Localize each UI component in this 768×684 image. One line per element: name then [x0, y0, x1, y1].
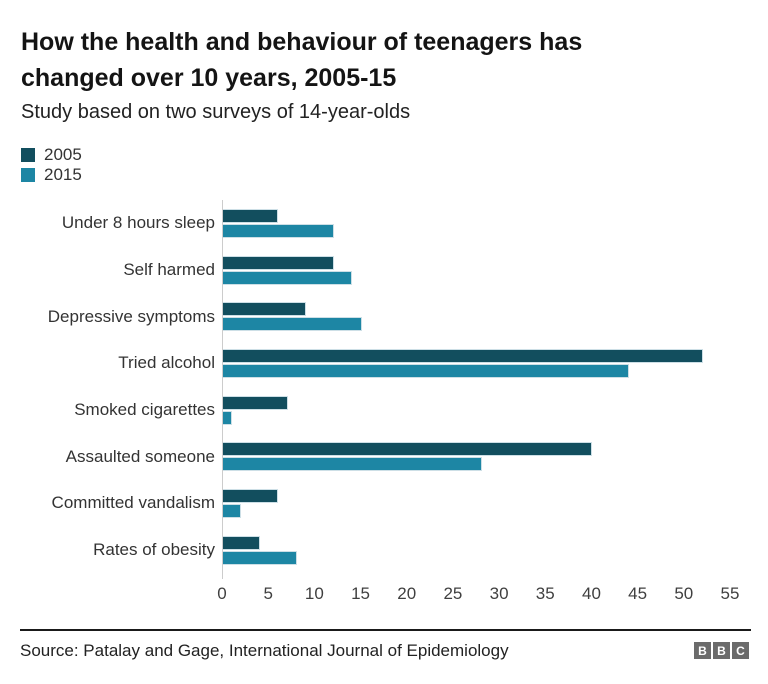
x-tick: 15	[351, 583, 370, 603]
bar-chart: Under 8 hours sleep Self harmed Depressive…	[0, 200, 768, 604]
chart-row: Tried alcohol	[118, 340, 768, 387]
x-tick: 30	[489, 583, 509, 603]
x-tick: 40	[581, 583, 601, 603]
x-tick: 35	[535, 583, 555, 603]
x-tick: 50	[674, 583, 694, 603]
category-label: Tried alcohol	[118, 353, 215, 373]
x-tick: 45	[628, 583, 648, 603]
legend-swatch-2005	[21, 147, 35, 162]
bar-2015	[223, 317, 362, 332]
legend-label: 2015	[44, 164, 82, 184]
legend-swatch-2015	[21, 167, 35, 182]
bar-2015	[223, 223, 334, 238]
x-tick: 20	[397, 583, 417, 603]
bar-2005	[223, 395, 288, 410]
category-label: Assaulted someone	[65, 446, 215, 466]
bbc-logo-letter: B	[694, 642, 711, 659]
bar-2005	[223, 535, 260, 550]
bar-2015	[223, 270, 353, 285]
category-label: Under 8 hours sleep	[61, 213, 215, 233]
bar-2015	[223, 363, 630, 378]
legend-item-2005: 2005	[21, 144, 768, 164]
chart-row: Depressive symptoms	[48, 293, 768, 340]
x-axis: 0 5 10 15 20 25 30 35 40 45 50 55	[217, 583, 768, 604]
category-label: Committed vandalism	[51, 493, 215, 513]
chart-plot-area: Under 8 hours sleep Self harmed Depressive…	[48, 200, 768, 579]
chart-row: Under 8 hours sleep	[62, 200, 768, 247]
source-credit: Source: Patalay and Gage, International …	[20, 640, 509, 660]
bar-2015	[223, 503, 242, 518]
bar-2005	[223, 348, 704, 363]
chart-row: Committed vandalism	[52, 480, 768, 527]
bar-2005	[223, 255, 334, 270]
chart-row: Smoked cigarettes	[74, 387, 768, 434]
chart-row: Rates of obesity	[93, 527, 768, 574]
x-tick: 10	[304, 583, 324, 603]
footer-divider	[20, 628, 751, 631]
category-label: Depressive symptoms	[47, 306, 215, 326]
bar-2005	[223, 302, 307, 317]
legend-item-2015: 2015	[21, 164, 768, 184]
category-label: Smoked cigarettes	[74, 400, 215, 420]
bar-2015	[223, 550, 297, 565]
bbc-logo-letter: B	[713, 642, 730, 659]
bar-2005	[223, 488, 279, 503]
x-tick: 5	[263, 583, 273, 603]
chart-row: Self harmed	[123, 247, 768, 294]
x-tick: 25	[443, 583, 463, 603]
chart-legend: 2005 2015	[21, 144, 768, 184]
x-tick: 0	[217, 583, 227, 603]
x-tick: 55	[720, 583, 740, 603]
bar-2015	[223, 457, 482, 472]
chart-title: How the health and behaviour of teenager…	[21, 28, 583, 92]
bbc-logo-letter: C	[732, 642, 749, 659]
chart-subtitle: Study based on two surveys of 14-year-ol…	[21, 101, 411, 123]
bar-2005	[223, 208, 279, 223]
category-label: Self harmed	[123, 260, 215, 280]
bar-2015	[223, 410, 233, 425]
category-label: Rates of obesity	[93, 540, 215, 560]
chart-row: Assaulted someone	[66, 433, 768, 480]
legend-label: 2005	[44, 144, 82, 164]
bar-2005	[223, 442, 593, 457]
chart-footer: Source: Patalay and Gage, International …	[20, 641, 749, 661]
